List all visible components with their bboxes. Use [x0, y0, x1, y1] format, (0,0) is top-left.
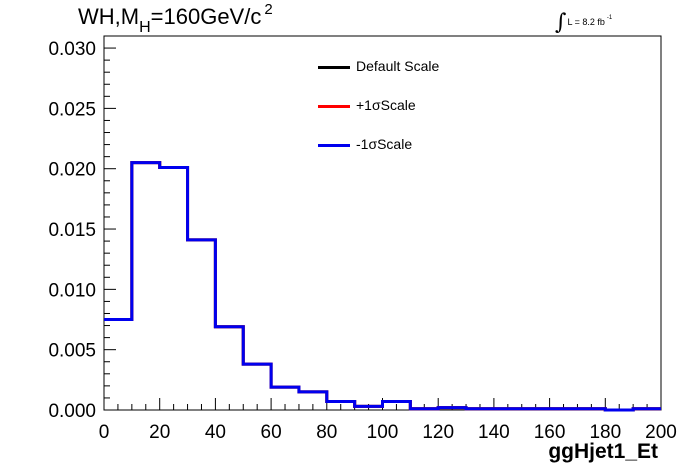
- legend-swatch-minus1sigma: [318, 144, 350, 147]
- series-line-2: [104, 161, 661, 412]
- legend-label-plus1sigma: +1σScale: [356, 97, 416, 113]
- y-tick-label: 0.025: [48, 99, 96, 120]
- x-tick-label: 40: [205, 422, 226, 443]
- x-tick-label: 80: [316, 422, 337, 443]
- integral-symbol: ∫: [555, 10, 567, 35]
- legend-swatch-plus1sigma: [318, 105, 350, 108]
- y-tick-label: 0.015: [48, 220, 96, 241]
- x-tick-label: 140: [478, 422, 510, 443]
- legend-label-default: Default Scale: [356, 58, 440, 74]
- x-axis-label: ggHjet1_Et: [548, 440, 658, 463]
- x-tick-label: 200: [645, 422, 677, 443]
- y-tick-label: 0.020: [48, 160, 96, 181]
- chart-title: WH,MH=160GeV/c 2: [78, 1, 273, 36]
- x-tick-label: 160: [534, 422, 566, 443]
- x-tick-label: 100: [367, 422, 399, 443]
- x-tick-label: 0: [99, 422, 110, 443]
- x-tick-label: 180: [589, 422, 621, 443]
- x-tick-label: 20: [149, 422, 170, 443]
- x-tick-label: 60: [261, 422, 282, 443]
- legend-swatch-default: [318, 66, 350, 69]
- y-tick-label: 0.000: [48, 401, 96, 422]
- legend-label-minus1sigma: -1σScale: [356, 136, 413, 152]
- luminosity-label: ∫L = 8.2 fb -1: [555, 10, 613, 35]
- y-tick-label: 0.010: [48, 280, 96, 301]
- x-tick-label: 120: [422, 422, 454, 443]
- y-tick-label: 0.005: [48, 341, 96, 362]
- y-tick-label: 0.030: [48, 39, 96, 60]
